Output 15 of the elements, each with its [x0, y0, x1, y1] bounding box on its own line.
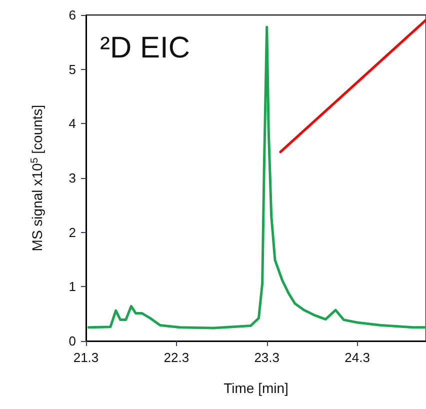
x-tick-label: 23.3 [254, 350, 280, 365]
line-series [87, 26, 426, 330]
y-tick-label: 6 [68, 8, 76, 22]
x-axis-title: Time [min] [224, 380, 288, 396]
x-tick-label: 22.3 [164, 350, 190, 365]
x-tick-label: 24.3 [344, 350, 370, 365]
y-tick-label: 3 [68, 170, 76, 186]
y-tick-label: 0 [68, 334, 76, 348]
y-tick-label: 5 [68, 62, 76, 77]
text: ²D EIC [100, 32, 190, 64]
y-tick-label: 2 [68, 224, 76, 240]
y-tick-label: 4 [68, 116, 76, 132]
y-axis-title: MS signal x105 [counts] [29, 104, 45, 252]
y-tick-label: 1 [68, 279, 76, 294]
x-tick-label: 21.3 [73, 350, 99, 365]
